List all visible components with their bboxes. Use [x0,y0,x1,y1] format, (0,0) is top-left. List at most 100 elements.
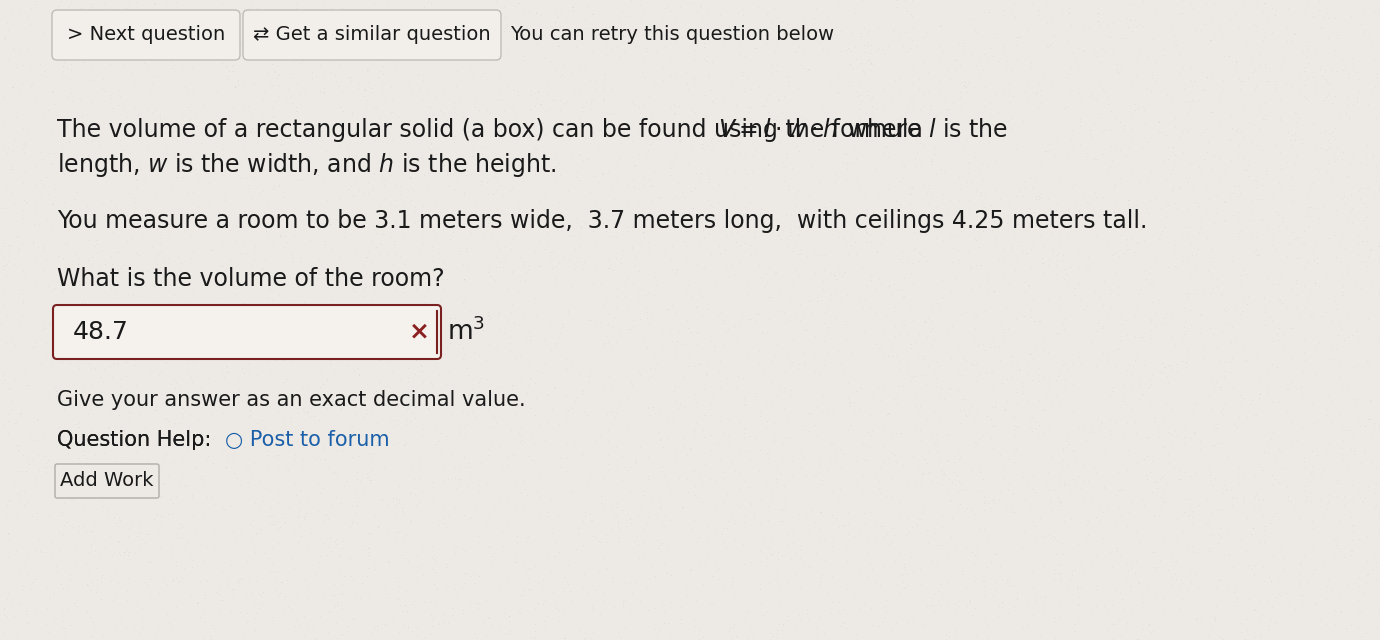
Point [248,476,270,486]
Point [1093,275,1115,285]
Point [551,314,573,324]
Point [359,528,381,538]
Point [123,15,145,26]
Point [1217,528,1239,538]
Point [240,172,262,182]
Point [139,364,161,374]
Point [956,246,978,257]
Point [1063,180,1085,190]
Point [99,307,121,317]
Point [105,621,127,631]
Point [211,0,233,10]
Point [1271,217,1293,227]
Point [567,529,589,540]
Point [1104,266,1126,276]
Point [317,215,339,225]
Point [868,275,890,285]
Point [1057,209,1079,219]
Point [900,97,922,107]
Point [327,53,349,63]
Point [624,41,646,51]
Point [164,378,186,388]
Point [119,347,141,357]
Point [933,394,955,404]
Point [378,557,400,568]
Point [1034,404,1056,415]
Point [374,4,396,15]
Point [395,129,417,140]
Point [197,36,219,46]
Point [388,415,410,425]
Point [883,205,905,216]
Point [886,398,908,408]
Point [1297,257,1319,268]
Point [1116,22,1138,32]
Point [684,45,707,56]
Point [690,95,712,106]
Point [244,608,266,618]
Point [1256,76,1278,86]
Point [389,600,411,610]
Point [1241,529,1263,539]
Point [454,275,476,285]
Point [1254,190,1276,200]
Point [886,134,908,145]
Point [1060,134,1082,145]
Point [417,275,439,285]
Point [822,54,845,65]
Point [824,287,846,297]
Point [11,288,33,298]
Point [972,196,994,206]
Point [763,418,785,428]
Point [893,559,915,569]
Point [1094,112,1116,122]
Point [244,46,266,56]
Point [660,70,682,80]
Point [512,223,534,233]
Point [498,332,520,342]
Point [451,604,473,614]
Point [1036,17,1058,28]
Point [1057,479,1079,489]
Point [960,360,983,371]
Point [1340,158,1362,168]
Point [319,569,341,579]
Point [1057,204,1079,214]
Point [773,481,795,492]
Point [846,223,868,234]
Point [963,234,985,244]
Point [1043,533,1065,543]
Point [247,67,269,77]
Point [1214,484,1236,494]
Point [1126,502,1148,512]
Point [1276,383,1299,394]
Point [944,293,966,303]
Point [851,95,874,106]
Point [600,502,622,512]
Point [1064,54,1086,65]
Point [461,406,483,417]
Point [522,319,544,329]
Point [611,504,633,515]
Point [213,160,235,170]
Point [885,132,907,142]
Point [1328,486,1350,497]
Point [527,509,549,519]
Point [1155,493,1177,503]
Point [310,365,333,376]
Point [334,12,356,22]
Point [375,64,397,74]
Point [266,124,288,134]
Point [890,356,912,366]
Point [453,354,475,364]
Point [1054,359,1076,369]
Point [690,1,712,11]
Point [676,315,698,325]
Point [1094,125,1116,136]
Point [472,324,494,335]
Point [283,56,305,67]
Point [1290,557,1312,568]
Point [1092,417,1114,427]
Point [874,104,896,114]
Point [233,206,255,216]
